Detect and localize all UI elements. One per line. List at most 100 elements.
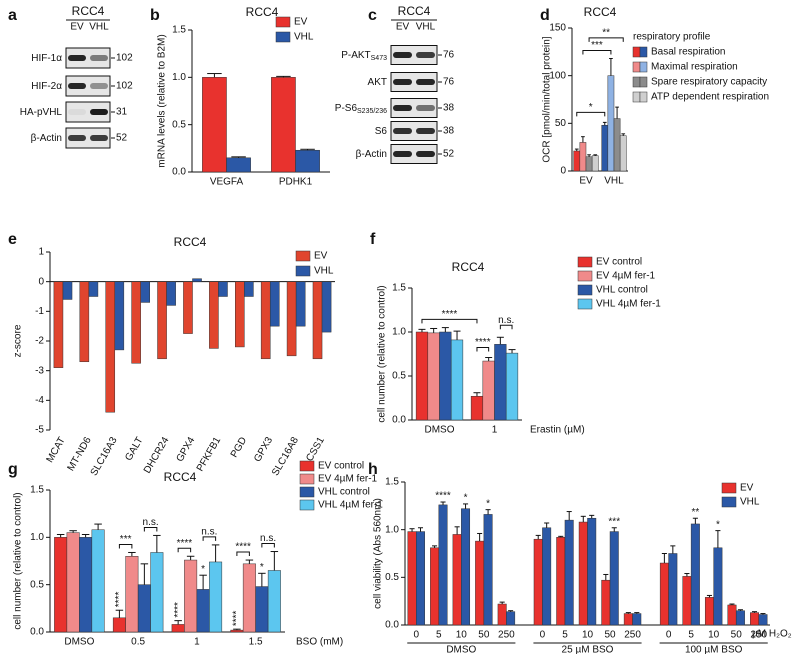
x-tick-label: GPX4 — [175, 435, 198, 464]
bar — [295, 281, 306, 327]
x-axis-label: BSO (mM) — [296, 637, 343, 648]
panel-letter: d — [540, 7, 550, 24]
blot-frame — [390, 121, 438, 141]
y-tick-label: 1.0 — [172, 72, 186, 83]
significance-bracket — [582, 50, 612, 55]
bar — [668, 553, 678, 626]
marker-label: 52 — [443, 149, 455, 160]
x-tick-label: DMSO — [425, 425, 455, 436]
bar — [727, 604, 737, 626]
legend-label: EV — [740, 483, 754, 494]
significance-bracket — [576, 111, 606, 117]
blot-title: RCC4 — [72, 4, 105, 18]
panel-letter: f — [370, 231, 376, 248]
significance-label: *** — [608, 516, 620, 527]
group-label: DMSO — [446, 645, 476, 654]
x-tick-label: PDHK1 — [279, 177, 313, 188]
group-label: 100 µM BSO — [685, 645, 743, 654]
bar — [506, 611, 516, 626]
bar — [450, 339, 464, 421]
chart-title: RCC4 — [452, 260, 485, 274]
significance-label: n.s. — [201, 527, 217, 538]
blot-frame — [390, 98, 438, 118]
bar — [564, 519, 574, 626]
bar — [632, 613, 642, 626]
bar — [482, 360, 495, 421]
significance-label: n.s. — [143, 517, 159, 528]
blot-row-label: P-S6S235/236 — [335, 103, 387, 115]
bar — [235, 281, 245, 348]
legend-swatch — [299, 499, 315, 511]
blot-band — [416, 52, 435, 58]
legend-label: VHL — [314, 266, 334, 277]
x-tick-label: PFKFB1 — [195, 435, 224, 474]
x-tick-label: EV — [579, 176, 593, 187]
marker-label: 102 — [116, 81, 133, 92]
x-tick-label: PGD — [229, 435, 249, 459]
x-tick-label: 50 — [478, 630, 490, 641]
lane-label: EV — [396, 22, 410, 33]
legend-label: EV 4µM fer-1 — [596, 271, 656, 282]
significance-label: * — [589, 102, 593, 113]
bar — [494, 344, 507, 421]
bar — [255, 586, 269, 633]
blot-row-label: HA-pVHL — [20, 107, 63, 118]
y-axis-label: cell number (relative to control) — [13, 492, 24, 629]
y-tick-label: -1 — [35, 306, 44, 317]
row-label: HIF-1α — [31, 53, 62, 64]
significance-label: * — [716, 519, 720, 530]
y-tick-label: 1.5 — [30, 485, 44, 496]
significance-bracket — [143, 526, 158, 532]
bar — [114, 281, 125, 351]
legend-label: VHL control — [596, 285, 648, 296]
significance-label: *** — [120, 534, 132, 545]
legend-label: Maximal respiration — [651, 62, 738, 73]
significance-bracket — [499, 324, 513, 330]
bar — [682, 576, 692, 626]
y-tick-label: 150 — [549, 23, 566, 34]
significance-label: **** — [114, 592, 125, 608]
bar — [125, 556, 139, 633]
bar — [758, 614, 768, 626]
significance-label: * — [464, 493, 468, 504]
significance-bracket — [261, 543, 275, 548]
bar — [131, 281, 141, 364]
legend-swatch — [632, 76, 641, 88]
bar — [53, 281, 64, 368]
x-tick-label: 5 — [688, 630, 694, 641]
legend-title: respiratory profile — [633, 32, 711, 43]
blot-band — [90, 55, 108, 61]
lane-label: EV — [70, 22, 84, 33]
panel-letter: h — [368, 461, 378, 478]
significance-label: ** — [691, 507, 699, 518]
y-tick-label: 1.5 — [385, 477, 399, 488]
bar — [196, 589, 210, 633]
bar — [66, 532, 80, 633]
blot-band — [90, 135, 108, 141]
bar — [312, 281, 323, 360]
bar — [202, 77, 227, 173]
y-axis-label: cell number (relative to control) — [377, 285, 388, 422]
significance-label: **** — [232, 610, 243, 626]
y-tick-label: 50 — [555, 118, 567, 129]
legend-swatch — [577, 284, 593, 296]
bar — [321, 281, 332, 333]
bar — [271, 77, 296, 173]
significance-bracket — [118, 543, 133, 549]
y-tick-label: -4 — [35, 395, 44, 406]
significance-label: * — [486, 498, 490, 509]
x-tick-label: 10 — [456, 630, 468, 641]
blot-band — [416, 105, 435, 111]
legend-label: EV control — [318, 461, 364, 472]
bar — [218, 281, 228, 297]
blot-row-label: β-Actin — [356, 149, 387, 160]
y-tick-label: 100 — [549, 70, 566, 81]
y-tick-label: 1.5 — [392, 283, 406, 294]
y-tick-label: 1.0 — [385, 524, 399, 535]
lane-label: VHL — [89, 22, 109, 33]
bar — [735, 610, 745, 626]
bar — [242, 563, 256, 633]
bar — [578, 521, 588, 626]
